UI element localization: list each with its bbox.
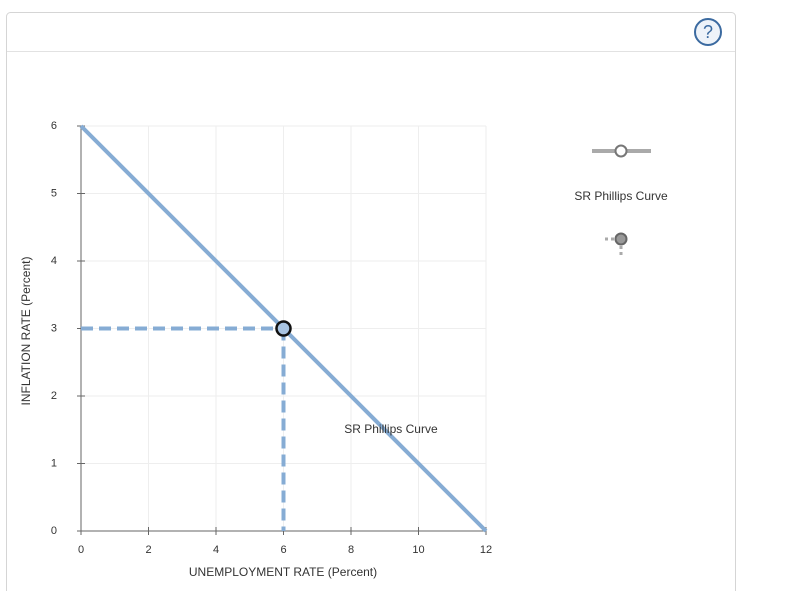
y-tick-label: 3: [51, 322, 57, 334]
y-axis-label: INFLATION RATE (Percent): [19, 257, 33, 406]
series-label: SR Phillips Curve: [344, 422, 438, 436]
y-tick-label: 0: [51, 525, 57, 537]
x-axis-label: UNEMPLOYMENT RATE (Percent): [189, 565, 377, 579]
x-tick-label: 12: [480, 544, 492, 556]
x-tick-label: 6: [280, 544, 286, 556]
x-tick-label: 8: [348, 544, 354, 556]
legend-label: SR Phillips Curve: [574, 189, 668, 203]
x-tick-label: 4: [213, 544, 219, 556]
panel: [6, 12, 736, 596]
y-tick-label: 2: [51, 390, 57, 402]
y-tick-label: 1: [51, 457, 57, 469]
y-tick-label: 5: [51, 187, 57, 199]
help-text[interactable]: ?: [703, 22, 713, 42]
y-tick-label: 6: [51, 120, 57, 132]
tool-line[interactable]: [592, 144, 651, 158]
tool-line-handle[interactable]: [614, 144, 628, 158]
help-button[interactable]: ?: [694, 18, 722, 46]
x-tick-label: 2: [145, 544, 151, 556]
point[interactable]: [275, 320, 292, 337]
tool-point[interactable]: [605, 232, 628, 256]
tool-point-icon[interactable]: [614, 232, 628, 246]
y-tick-label: 4: [51, 255, 57, 267]
help-circle[interactable]: [694, 18, 722, 46]
x-tick-label: 0: [78, 544, 84, 556]
x-tick-label: 10: [412, 544, 424, 556]
